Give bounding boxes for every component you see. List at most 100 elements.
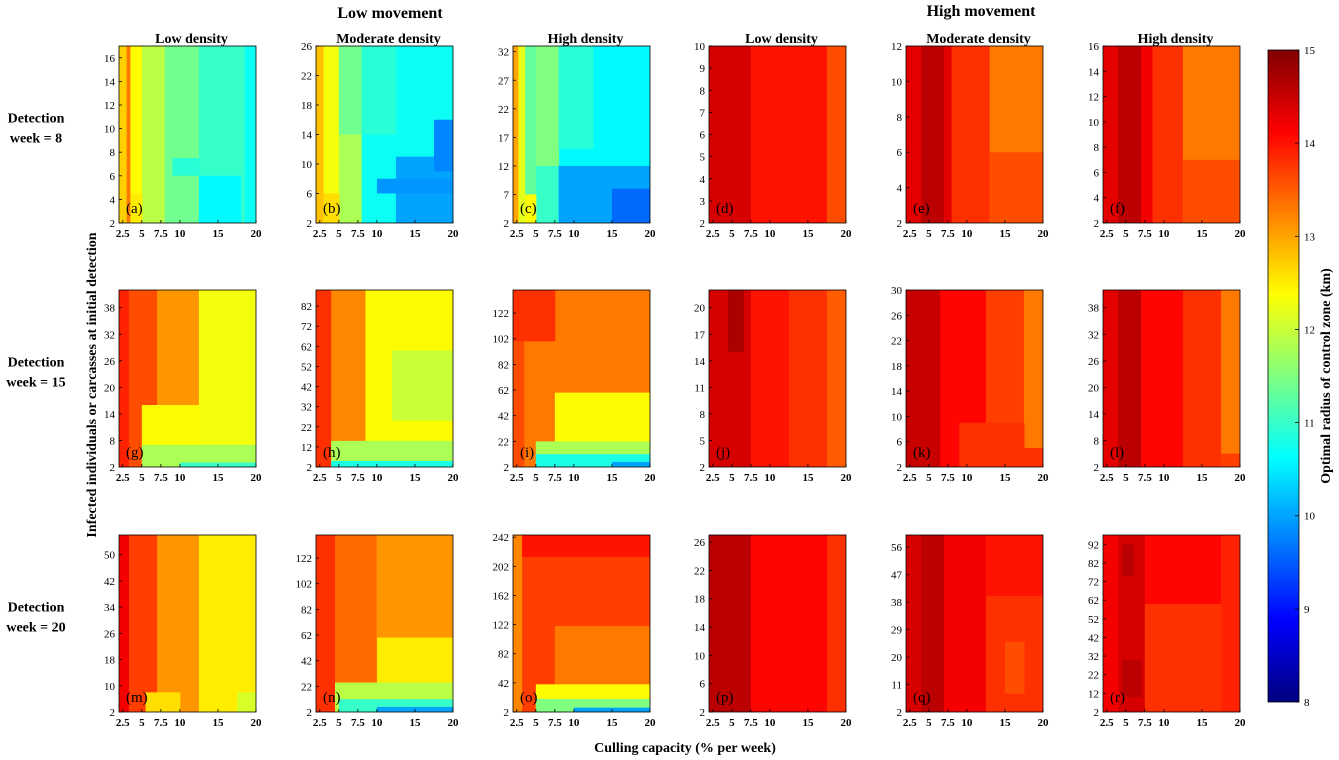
y-tick-label: 14 [1088, 66, 1100, 78]
x-tick-label: 5 [139, 228, 145, 240]
y-tick-label: 8 [700, 85, 706, 97]
y-tick-label: 2 [1094, 462, 1100, 474]
x-tick-label: 20 [1038, 717, 1050, 729]
y-tick-label: 11 [694, 382, 705, 394]
panel-label: (i) [520, 445, 534, 461]
heatmap-region [1004, 641, 1025, 694]
colorbar-gradient [1267, 49, 1300, 703]
x-tick-label: 15 [802, 717, 814, 729]
heatmap-band [316, 46, 325, 223]
heatmap-panel: 2.5 5 7.5 10 15 20 2 3 4 5 6 7 8 9 10 (d) [694, 41, 852, 240]
y-tick-label: 18 [104, 655, 116, 667]
y-tick-label: 22 [498, 104, 509, 116]
x-tick-label: 15 [802, 472, 814, 484]
y-tick-label: 12 [1088, 92, 1099, 104]
heatmap-band [826, 535, 846, 712]
y-tick-label: 22 [1088, 670, 1099, 682]
heatmap-band [826, 290, 846, 467]
panel-label: (q) [913, 690, 931, 706]
y-tick-label: 6 [897, 147, 903, 159]
heatmap-cells [119, 46, 256, 223]
y-tick-label: 62 [498, 385, 509, 397]
x-tick-label: 2.5 [313, 717, 327, 729]
x-tick-label: 15 [212, 717, 224, 729]
heatmap-band [513, 46, 519, 223]
heatmap-band [198, 290, 256, 467]
heatmap-cells [906, 290, 1043, 467]
heatmap-cells [316, 46, 453, 223]
heatmap-band [316, 535, 336, 712]
y-tick-label: 26 [694, 537, 706, 549]
x-tick-label: 10 [1158, 472, 1170, 484]
y-tick-label: 6 [110, 171, 116, 183]
x-tick-label: 2.5 [510, 472, 524, 484]
heatmap-panel: 2.5 5 7.5 10 15 20 2 12 22 32 42 52 62 72 82 92 (r) [1088, 534, 1246, 729]
heatmap-band [525, 46, 537, 223]
x-tick-label: 2.5 [313, 228, 327, 240]
y-tick-label: 5 [700, 152, 706, 164]
y-tick-label: 122 [493, 620, 510, 632]
heatmap-cells [316, 290, 453, 467]
y-tick-label: 62 [1088, 595, 1099, 607]
x-tick-label: 20 [645, 472, 657, 484]
y-tick-label: 82 [1088, 558, 1099, 570]
y-tick-label: 12 [301, 442, 312, 454]
y-tick-label: 27 [498, 75, 510, 87]
y-tick-label: 8 [1094, 435, 1100, 447]
y-tick-label: 20 [891, 652, 903, 664]
x-tick-label: 20 [1235, 228, 1247, 240]
y-tick-label: 2 [897, 707, 903, 719]
x-tick-label: 2.5 [706, 717, 720, 729]
x-tick-label: 10 [174, 228, 186, 240]
colorbar-tick-label: 8 [1304, 697, 1310, 709]
heatmap-band [944, 535, 987, 712]
y-tick-label: 18 [891, 361, 903, 373]
y-tick-label: 7 [700, 107, 706, 119]
y-tick-label: 52 [1088, 614, 1099, 626]
y-tick-label: 2 [700, 462, 706, 474]
heatmap-region [392, 350, 453, 421]
x-tick-label: 5 [533, 717, 539, 729]
panel-frame [905, 45, 1044, 224]
panel-frame [905, 534, 1044, 713]
x-tick-label: 20 [448, 717, 460, 729]
heatmap-cells [119, 535, 256, 712]
y-tick-label: 16 [104, 53, 116, 65]
x-tick-label: 20 [645, 228, 657, 240]
y-tick-label: 10 [694, 41, 706, 53]
heatmap-region [535, 46, 560, 166]
x-tick-label: 2.5 [903, 717, 917, 729]
heatmap-band [951, 46, 991, 223]
x-tick-label: 20 [448, 472, 460, 484]
x-tick-label: 7.5 [154, 228, 168, 240]
y-tick-label: 82 [301, 301, 312, 313]
y-tick-label: 82 [498, 359, 509, 371]
heatmap-band [157, 535, 200, 712]
x-tick-label: 20 [251, 717, 263, 729]
y-tick-label: 14 [891, 386, 903, 398]
heatmap-band [1152, 46, 1184, 223]
group-title-high-movement: High movement [927, 3, 1037, 20]
y-tick-label: 122 [296, 553, 313, 565]
y-tick-label: 17 [694, 329, 706, 341]
x-tick-label: 2.5 [510, 228, 524, 240]
panel-frame [1102, 534, 1241, 713]
x-tick-label: 20 [1038, 472, 1050, 484]
x-tick-label: 2.5 [903, 472, 917, 484]
x-tick-label: 7.5 [548, 228, 562, 240]
x-tick-label: 7.5 [941, 472, 955, 484]
heatmap-band [244, 46, 256, 223]
y-tick-label: 2 [110, 462, 116, 474]
x-tick-label: 2.5 [1100, 717, 1114, 729]
y-tick-label: 38 [104, 303, 116, 315]
y-tick-label: 14 [694, 622, 706, 634]
x-tick-label: 7.5 [744, 717, 758, 729]
row-title: Detection [8, 356, 65, 371]
y-tick-label: 82 [498, 649, 509, 661]
x-tick-label: 20 [1235, 472, 1247, 484]
x-tick-label: 20 [448, 228, 460, 240]
y-tick-label: 92 [1088, 539, 1099, 551]
heatmap-band [316, 290, 332, 467]
x-tick-label: 7.5 [548, 472, 562, 484]
y-tick-label: 12 [498, 161, 509, 173]
